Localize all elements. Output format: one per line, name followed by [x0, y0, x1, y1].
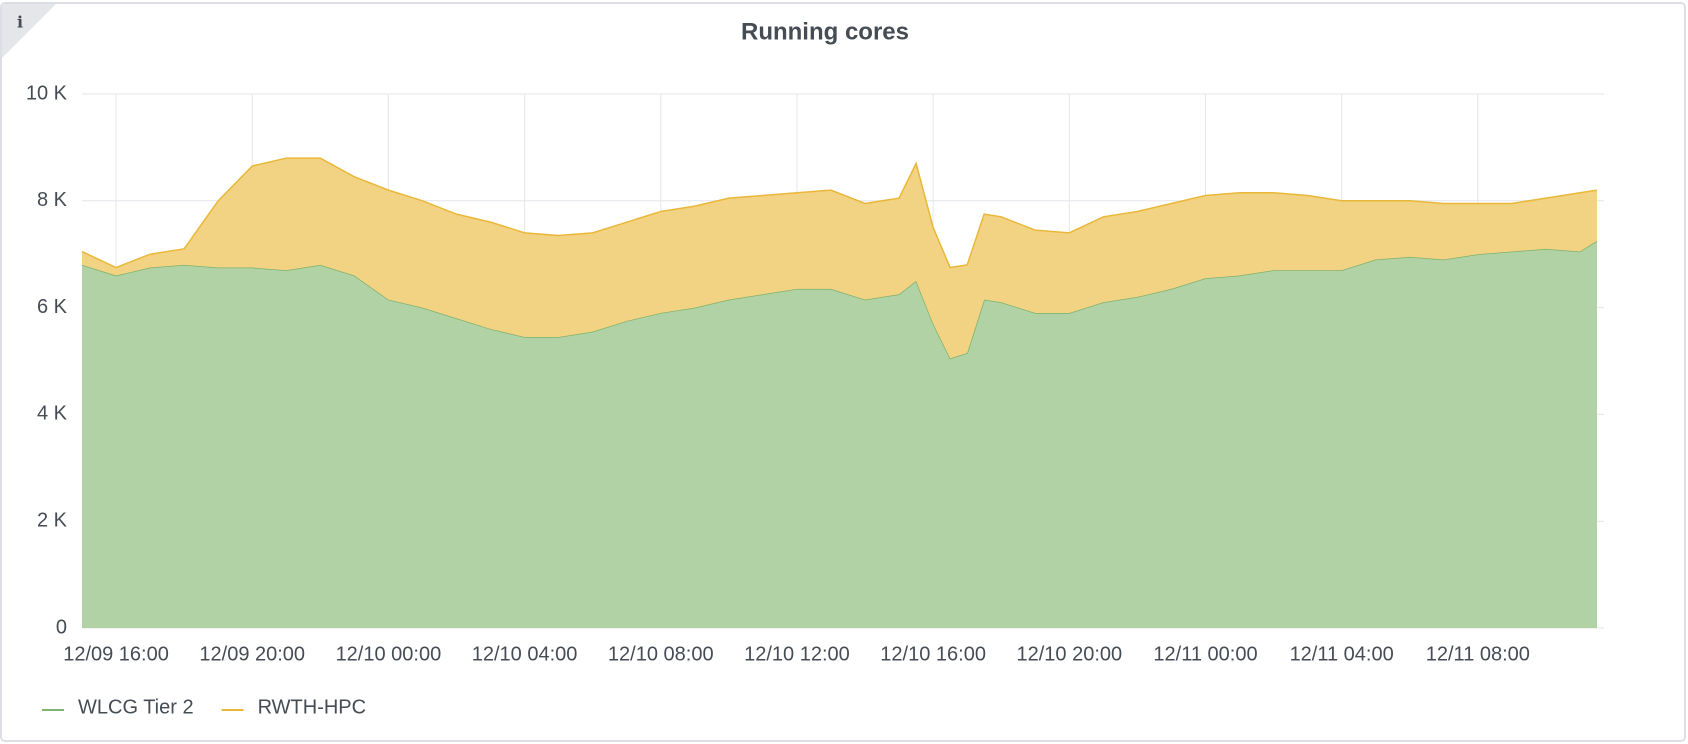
y-tick-label: 2 K — [37, 509, 68, 531]
x-tick-label: 12/10 16:00 — [880, 643, 986, 665]
y-tick-label: 6 K — [37, 296, 68, 318]
x-tick-label: 12/11 08:00 — [1426, 643, 1530, 665]
x-tick-label: 12/10 00:00 — [336, 643, 442, 665]
y-tick-label: 4 K — [37, 403, 68, 425]
legend-label[interactable]: RWTH-HPC — [258, 696, 367, 718]
x-tick-label: 12/10 08:00 — [608, 643, 714, 665]
area-fill — [82, 240, 1597, 628]
area-line — [81, 157, 1598, 269]
legend-label[interactable]: WLCG Tier 2 — [78, 696, 194, 718]
x-tick-label: 12/09 16:00 — [63, 643, 169, 665]
x-tick-label: 12/11 04:00 — [1290, 643, 1394, 665]
legend: WLCG Tier 2 RWTH-HPC — [42, 696, 366, 718]
x-tick-label: 12/11 00:00 — [1153, 643, 1257, 665]
area-fill — [82, 158, 1597, 359]
x-tick-label: 12/09 20:00 — [199, 643, 305, 665]
x-tick-label: 12/10 04:00 — [472, 643, 578, 665]
info-corner[interactable] — [2, 4, 56, 58]
x-tick-label: 12/10 12:00 — [744, 643, 850, 665]
y-tick-label: 8 K — [37, 189, 68, 211]
plot-area — [81, 157, 1598, 628]
y-tick-label: 10 K — [26, 82, 68, 104]
axes: 0 2 K 4 K 6 K 8 K 10 K 12/09 16:00 12/09 20:00 1… — [26, 82, 1530, 665]
chart-title: Running cores — [741, 18, 909, 45]
x-tick-label: 12/10 20:00 — [1016, 643, 1122, 665]
y-tick-label: 0 — [56, 616, 67, 638]
info-icon[interactable]: i — [17, 13, 23, 32]
